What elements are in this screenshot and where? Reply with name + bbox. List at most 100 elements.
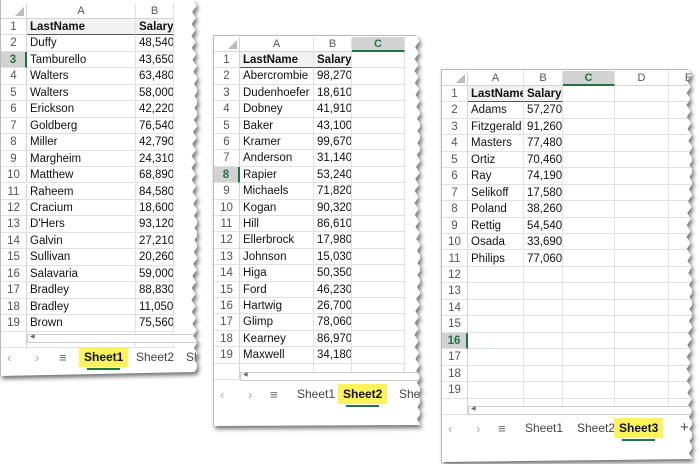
header-cell[interactable] (563, 86, 615, 103)
cell-B16[interactable]: 59,000 (136, 265, 174, 283)
cell-A12[interactable]: Cracium (27, 199, 136, 217)
tab-sheet3[interactable]: Sheet3 (614, 418, 664, 441)
cell-B5[interactable]: 43,100 (314, 117, 352, 134)
cell-B10[interactable]: 33,690 (524, 234, 563, 251)
row-header-8[interactable]: 8 (1, 134, 27, 151)
cell-A6[interactable]: Ray (468, 168, 524, 185)
cell-E19[interactable] (669, 382, 692, 399)
cell-B9[interactable]: 71,820 (314, 183, 352, 200)
cell-A15[interactable]: Sullivan (27, 249, 136, 266)
row-header-2[interactable]: 2 (1, 35, 27, 52)
cell-A10[interactable]: Matthew (27, 167, 136, 184)
cell-C16[interactable] (563, 332, 615, 350)
row-header-11[interactable]: 11 (214, 216, 240, 233)
cell-B17[interactable]: 88,830 (136, 282, 174, 299)
cell-C15[interactable] (563, 316, 615, 333)
row-header-15[interactable]: 15 (1, 249, 27, 266)
row-header-10[interactable]: 10 (1, 167, 27, 184)
cell-C19[interactable] (352, 347, 405, 364)
cell-C14[interactable] (352, 265, 405, 282)
cell-B7[interactable]: 17,580 (524, 184, 563, 202)
row-header-17[interactable]: 17 (442, 349, 468, 366)
horizontal-scrollbar[interactable]: ◀ (27, 334, 197, 343)
header-cell[interactable]: Salary (314, 52, 352, 69)
cell-A12[interactable] (468, 266, 524, 284)
cell-A17[interactable] (468, 349, 524, 366)
cell-C8[interactable] (352, 166, 405, 184)
cell-B16[interactable]: 26,700 (314, 298, 352, 315)
row-header-18[interactable]: 18 (1, 298, 27, 316)
cell-B3[interactable]: 91,260 (524, 118, 563, 136)
column-header-B[interactable]: B (524, 71, 563, 86)
row-header-12[interactable]: 12 (442, 266, 468, 284)
cell-A2[interactable]: Abercrombie (240, 68, 314, 85)
cell-A12[interactable]: Ellerbrock (240, 232, 314, 249)
row-header-19[interactable]: 19 (442, 382, 468, 399)
cell-A5[interactable]: Baker (240, 117, 314, 134)
cell-A6[interactable]: Kramer (240, 134, 314, 151)
cell-A18[interactable]: Kearney (240, 330, 314, 348)
row-header-4[interactable]: 4 (1, 68, 27, 85)
cell-A10[interactable]: Osada (468, 234, 524, 251)
cell-C6[interactable] (563, 168, 615, 185)
cell-A11[interactable]: Hill (240, 216, 314, 233)
cell-B9[interactable]: 54,540 (524, 217, 563, 235)
cell-A8[interactable]: Rapier (240, 166, 314, 184)
cell-C16[interactable] (352, 298, 405, 315)
prev-sheet-icon[interactable]: ‹ (220, 387, 225, 402)
row-header-6[interactable]: 6 (1, 101, 27, 118)
row-header-1[interactable]: 1 (1, 19, 27, 36)
cell-A13[interactable] (468, 283, 524, 300)
cell-A14[interactable]: Galvin (27, 232, 136, 250)
row-header-20[interactable] (214, 363, 240, 380)
column-header-A[interactable]: A (468, 71, 524, 86)
cell-E2[interactable] (669, 102, 692, 119)
row-header-4[interactable]: 4 (442, 135, 468, 152)
cell-A13[interactable]: Johnson (240, 248, 314, 266)
cell-D2[interactable] (615, 102, 669, 119)
tab-sh[interactable]: Sh (186, 350, 197, 364)
row-header-13[interactable]: 13 (214, 248, 240, 266)
cell-B2[interactable]: 57,270 (524, 102, 563, 119)
row-header-4[interactable]: 4 (214, 101, 240, 118)
row-header-2[interactable]: 2 (442, 102, 468, 119)
tab-she[interactable]: She (399, 387, 420, 401)
cell-A17[interactable]: Bradley (27, 282, 136, 299)
scroll-left-arrow-icon[interactable]: ◀ (30, 334, 35, 340)
row-header-17[interactable]: 17 (214, 314, 240, 331)
cell-E13[interactable] (669, 283, 692, 300)
select-all-button[interactable] (1, 4, 27, 19)
cell-C4[interactable] (352, 101, 405, 118)
next-sheet-icon[interactable]: › (248, 387, 253, 402)
cell-A2[interactable]: Duffy (27, 35, 136, 52)
scroll-left-arrow-icon[interactable]: ◀ (471, 406, 476, 412)
cell-E17[interactable] (669, 349, 692, 366)
cell-C5[interactable] (352, 117, 405, 134)
cell-A15[interactable] (468, 316, 524, 333)
column-header-D[interactable]: D (615, 71, 669, 86)
cell-C5[interactable] (563, 151, 615, 169)
row-header-20[interactable] (1, 331, 27, 348)
cell-A2[interactable]: Adams (468, 102, 524, 119)
header-cell[interactable]: Salary (136, 19, 174, 36)
cell-D17[interactable] (615, 349, 669, 366)
cell-A18[interactable]: Bradley (27, 298, 136, 316)
cell-B5[interactable]: 58,000 (136, 84, 174, 102)
cell-B13[interactable]: 93,120 (136, 216, 174, 233)
cell-B16[interactable] (524, 332, 563, 350)
row-header-8[interactable]: 8 (442, 201, 468, 218)
row-header-12[interactable]: 12 (214, 232, 240, 249)
cell-B19[interactable]: 75,560 (136, 315, 174, 332)
cell-C15[interactable] (352, 281, 405, 298)
sheet-list-menu-icon[interactable]: ≡ (59, 350, 67, 365)
cell-D16[interactable] (615, 332, 669, 350)
cell-E6[interactable] (669, 168, 692, 185)
cell-D8[interactable] (615, 201, 669, 218)
cell-C13[interactable] (563, 283, 615, 300)
cell-B12[interactable]: 17,980 (314, 232, 352, 249)
cell-C9[interactable] (563, 217, 615, 235)
row-header-8[interactable]: 8 (214, 166, 240, 184)
row-header-3[interactable]: 3 (442, 118, 468, 136)
column-header-A[interactable]: A (27, 4, 136, 19)
cell-B15[interactable] (524, 316, 563, 333)
